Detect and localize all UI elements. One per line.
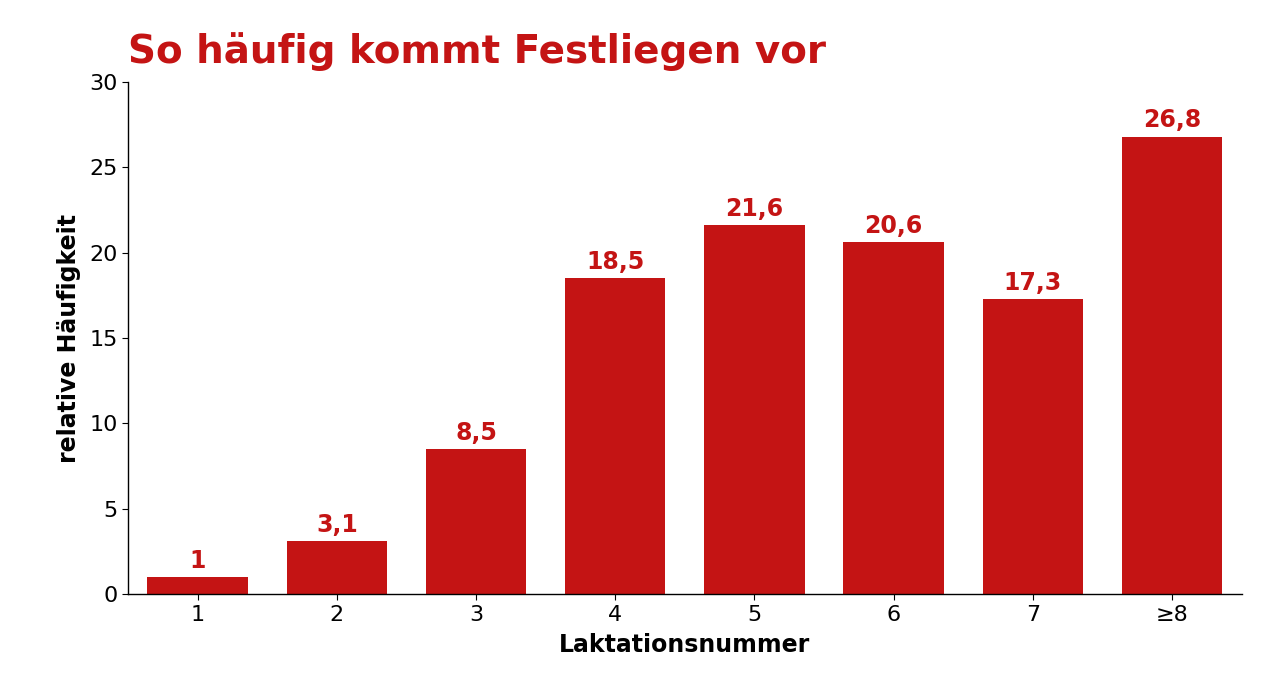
Text: 18,5: 18,5 (586, 250, 644, 274)
Text: 1: 1 (189, 549, 206, 573)
Text: 17,3: 17,3 (1004, 270, 1062, 294)
Bar (983, 299, 1083, 594)
Text: 21,6: 21,6 (726, 197, 783, 221)
Y-axis label: relative Häufigkeit: relative Häufigkeit (56, 214, 81, 462)
Bar (1121, 137, 1222, 594)
Text: 26,8: 26,8 (1143, 109, 1201, 133)
Bar (844, 242, 943, 594)
Text: 8,5: 8,5 (456, 421, 497, 445)
Text: So häufig kommt Festliegen vor: So häufig kommt Festliegen vor (128, 31, 826, 70)
Bar (704, 225, 805, 594)
Text: 20,6: 20,6 (864, 214, 923, 238)
Bar (147, 577, 248, 594)
X-axis label: Laktationsnummer: Laktationsnummer (559, 633, 810, 657)
Bar (426, 449, 526, 594)
Bar (287, 541, 387, 594)
Bar (564, 279, 666, 594)
Text: 3,1: 3,1 (316, 513, 357, 537)
